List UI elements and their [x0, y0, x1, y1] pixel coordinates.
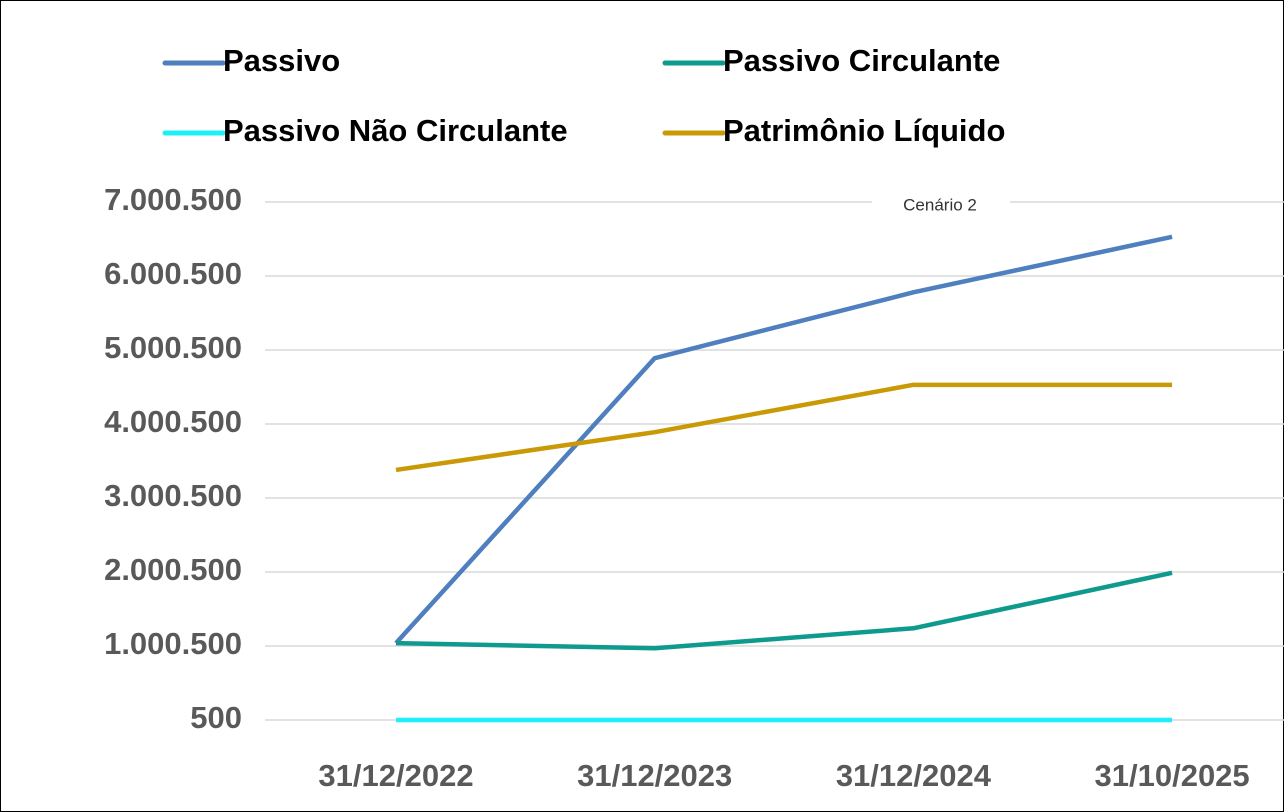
legend-label: Passivo Não Circulante [223, 113, 568, 148]
x-tick-label: 31/10/2025 [1095, 758, 1250, 793]
y-tick-label: 3.000.500 [104, 478, 242, 513]
legend-label: Passivo Circulante [723, 43, 1000, 78]
series-line [395, 382, 1173, 473]
legend-label: Passivo [223, 43, 340, 78]
x-tick-label: 31/12/2023 [577, 758, 732, 793]
chart-title: Cenário 2 [903, 195, 977, 214]
series-line [395, 570, 1173, 651]
y-tick-label: 7.000.500 [104, 182, 242, 217]
legend-label: Patrimônio Líquido [723, 113, 1005, 148]
title-bg [872, 192, 1010, 218]
y-tick-label: 4.000.500 [104, 404, 242, 439]
y-tick-label: 1.000.500 [104, 626, 242, 661]
y-tick-label: 2.000.500 [104, 552, 242, 587]
y-tick-label: 6.000.500 [104, 256, 242, 291]
y-tick-label: 5.000.500 [104, 330, 242, 365]
x-tick-label: 31/12/2024 [836, 758, 992, 793]
x-tick-label: 31/12/2022 [318, 758, 473, 793]
y-tick-label: 500 [190, 700, 242, 735]
series-line [394, 234, 1173, 645]
